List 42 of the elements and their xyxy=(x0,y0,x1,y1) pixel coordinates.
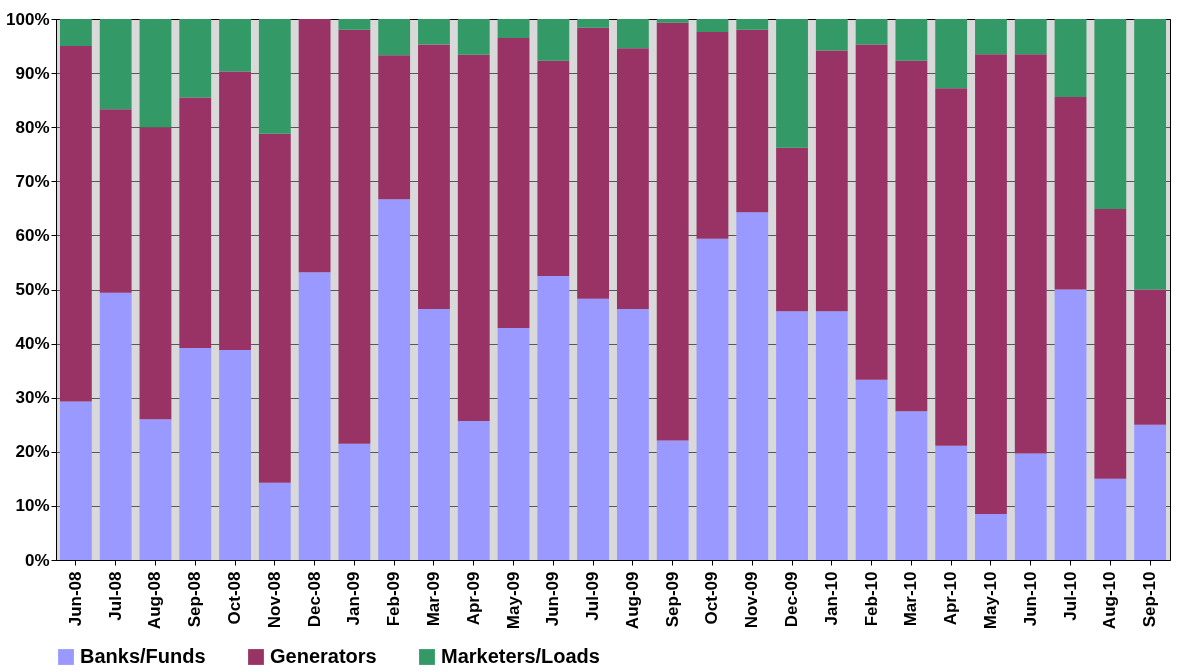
x-tick-label: Feb-10 xyxy=(861,571,881,627)
y-tick-label: 70% xyxy=(15,171,50,191)
x-tick-label: Jun-10 xyxy=(1020,571,1040,627)
x-tick-label: May-09 xyxy=(503,571,523,630)
x-tick-label: Aug-09 xyxy=(622,571,642,630)
legend-label: Marketers/Loads xyxy=(441,645,600,667)
x-tick-label: Jul-08 xyxy=(105,571,125,621)
x-tick-label: Sep-10 xyxy=(1140,571,1160,628)
y-tick-label: 30% xyxy=(15,388,50,408)
y-tick-label: 80% xyxy=(15,117,50,137)
x-tick-label: Jan-10 xyxy=(821,571,841,626)
x-tick-label: Aug-10 xyxy=(1100,571,1120,630)
x-tick-label: Nov-08 xyxy=(264,571,284,629)
x-tick-label: Oct-09 xyxy=(702,571,722,625)
x-tick-label: Mar-10 xyxy=(901,571,921,627)
x-tick-label: Oct-08 xyxy=(225,571,245,625)
y-tick-label: 100% xyxy=(6,9,50,29)
y-tick-label: 40% xyxy=(15,334,50,354)
x-tick-label: Dec-08 xyxy=(304,571,324,628)
x-tick-label: Aug-08 xyxy=(145,571,165,630)
y-tick-label: 20% xyxy=(15,442,50,462)
x-tick-label: Nov-09 xyxy=(742,571,762,629)
y-tick-label: 50% xyxy=(15,280,50,299)
x-tick-label: Sep-08 xyxy=(185,571,205,628)
x-tick-label: Apr-09 xyxy=(463,571,483,626)
x-tick-label: Dec-09 xyxy=(782,571,802,628)
y-tick-label: 10% xyxy=(15,496,50,516)
x-tick-label: Jul-09 xyxy=(583,571,603,621)
y-tick-label: 90% xyxy=(15,63,50,83)
y-tick-label: 0% xyxy=(24,550,50,570)
legend-label: Generators xyxy=(270,645,377,667)
x-tick-label: Jun-09 xyxy=(543,571,563,627)
x-tick-label: May-10 xyxy=(980,571,1000,630)
legend-label: Banks/Funds xyxy=(80,645,206,667)
x-tick-label: Apr-10 xyxy=(941,571,961,626)
x-tick-label: Mar-09 xyxy=(423,571,443,627)
x-tick-label: Jan-09 xyxy=(344,571,364,626)
x-tick-label: Sep-09 xyxy=(662,571,682,628)
x-tick-label: Feb-09 xyxy=(384,571,404,627)
y-tick-label: 60% xyxy=(15,225,50,245)
x-tick-label: Jun-08 xyxy=(65,571,85,627)
x-tick-label: Jul-10 xyxy=(1060,571,1080,621)
